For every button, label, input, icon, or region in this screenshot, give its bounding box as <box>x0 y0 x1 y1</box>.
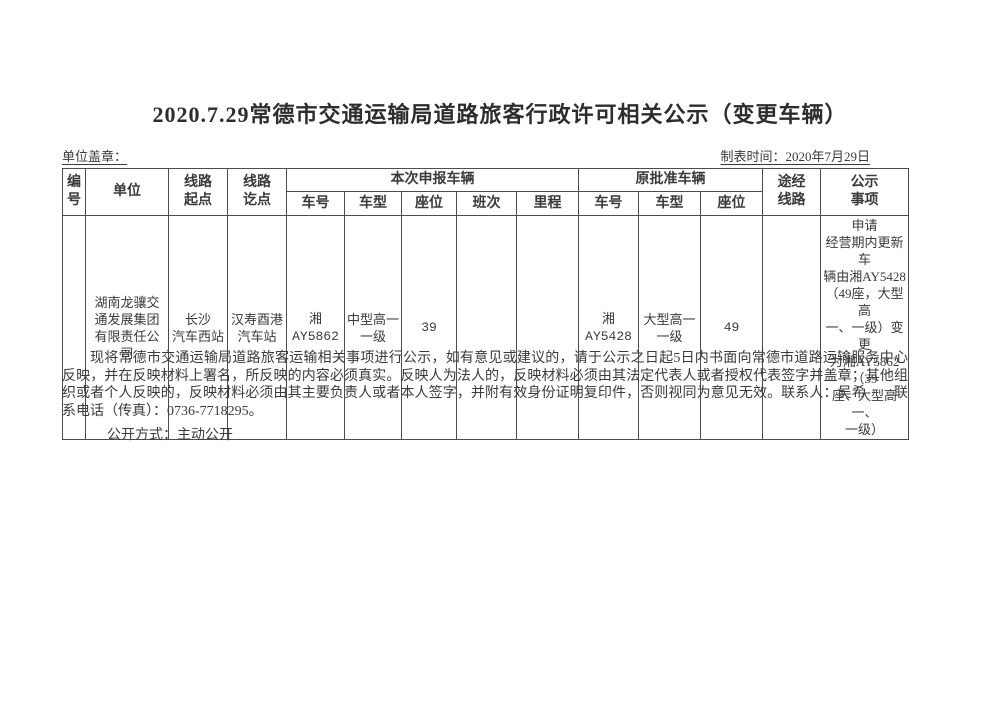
header-declared-shift: 班次 <box>456 191 517 216</box>
cell-declared-plate: 湘AY5862 <box>286 215 345 440</box>
cell-route-origin: 长沙 汽车西站 <box>168 215 228 440</box>
table-row: 湖南龙骧交 通发展集团 有限责任公 司 长沙 汽车西站 汉寿酉港 汽车站 湘AY… <box>62 215 910 440</box>
cell-declared-shift <box>456 215 517 440</box>
header-declared-plate: 车号 <box>286 191 345 216</box>
permit-table-wrap: 编 号 单位 线路 起点 线路 讫点 本次申报车辆 原批准车辆 途经 线路 公示… <box>62 168 910 440</box>
cell-route-dest: 汉寿酉港 汽车站 <box>227 215 287 440</box>
header-approved-plate: 车号 <box>578 191 640 216</box>
cell-approved-seats: 49 <box>700 215 764 440</box>
cell-serial <box>62 215 86 440</box>
report-time-label: 制表时间：2020年7月29日 <box>720 149 870 164</box>
cell-declared-mileage <box>515 215 580 440</box>
permit-table: 编 号 单位 线路 起点 线路 讫点 本次申报车辆 原批准车辆 途经 线路 公示… <box>62 168 910 440</box>
header-declared-seats: 座位 <box>401 191 457 216</box>
cell-announcement: 申请 经营期内更新车 辆由湘AY5428 （49座，大型高 一、一级）变更 为湘… <box>820 215 910 440</box>
meta-row: 单位盖章： 制表时间：2020年7月29日 <box>62 146 908 165</box>
header-serial: 编 号 <box>62 168 86 216</box>
header-route-origin: 线路 起点 <box>168 168 228 216</box>
unit-seal-label: 单位盖章： <box>62 149 128 164</box>
notice-paragraph: 现将常德市交通运输局道路旅客运输相关事项进行公示，如有意见或建议的，请于公示之日… <box>62 351 908 419</box>
page-title: 2020.7.29常德市交通运输局道路旅客行政许可相关公示（变更车辆） <box>152 102 848 127</box>
cell-declared-seats: 39 <box>401 215 457 440</box>
disclosure-line: 公开方式：主动公开 <box>107 428 233 443</box>
notice-block: 现将常德市交通运输局道路旅客运输相关事项进行公示，如有意见或建议的，请于公示之日… <box>62 350 908 445</box>
header-via-route: 途经 线路 <box>762 168 822 216</box>
header-route-dest: 线路 讫点 <box>227 168 287 216</box>
header-announcement: 公示 事项 <box>820 168 910 216</box>
cell-via-route <box>762 215 822 440</box>
header-approved-model: 车型 <box>638 191 702 216</box>
header-declared-mileage: 里程 <box>515 191 580 216</box>
cell-unit: 湖南龙骧交 通发展集团 有限责任公 司 <box>85 215 169 440</box>
header-unit: 单位 <box>85 168 169 216</box>
cell-approved-plate: 湘AY5428 <box>578 215 640 440</box>
cell-declared-model: 中型高一 一级 <box>344 215 402 440</box>
header-declared-vehicle-group: 本次申报车辆 <box>285 168 580 192</box>
header-declared-model: 车型 <box>344 191 402 216</box>
header-approved-seats: 座位 <box>700 191 764 216</box>
header-approved-vehicle-group: 原批准车辆 <box>578 168 764 192</box>
